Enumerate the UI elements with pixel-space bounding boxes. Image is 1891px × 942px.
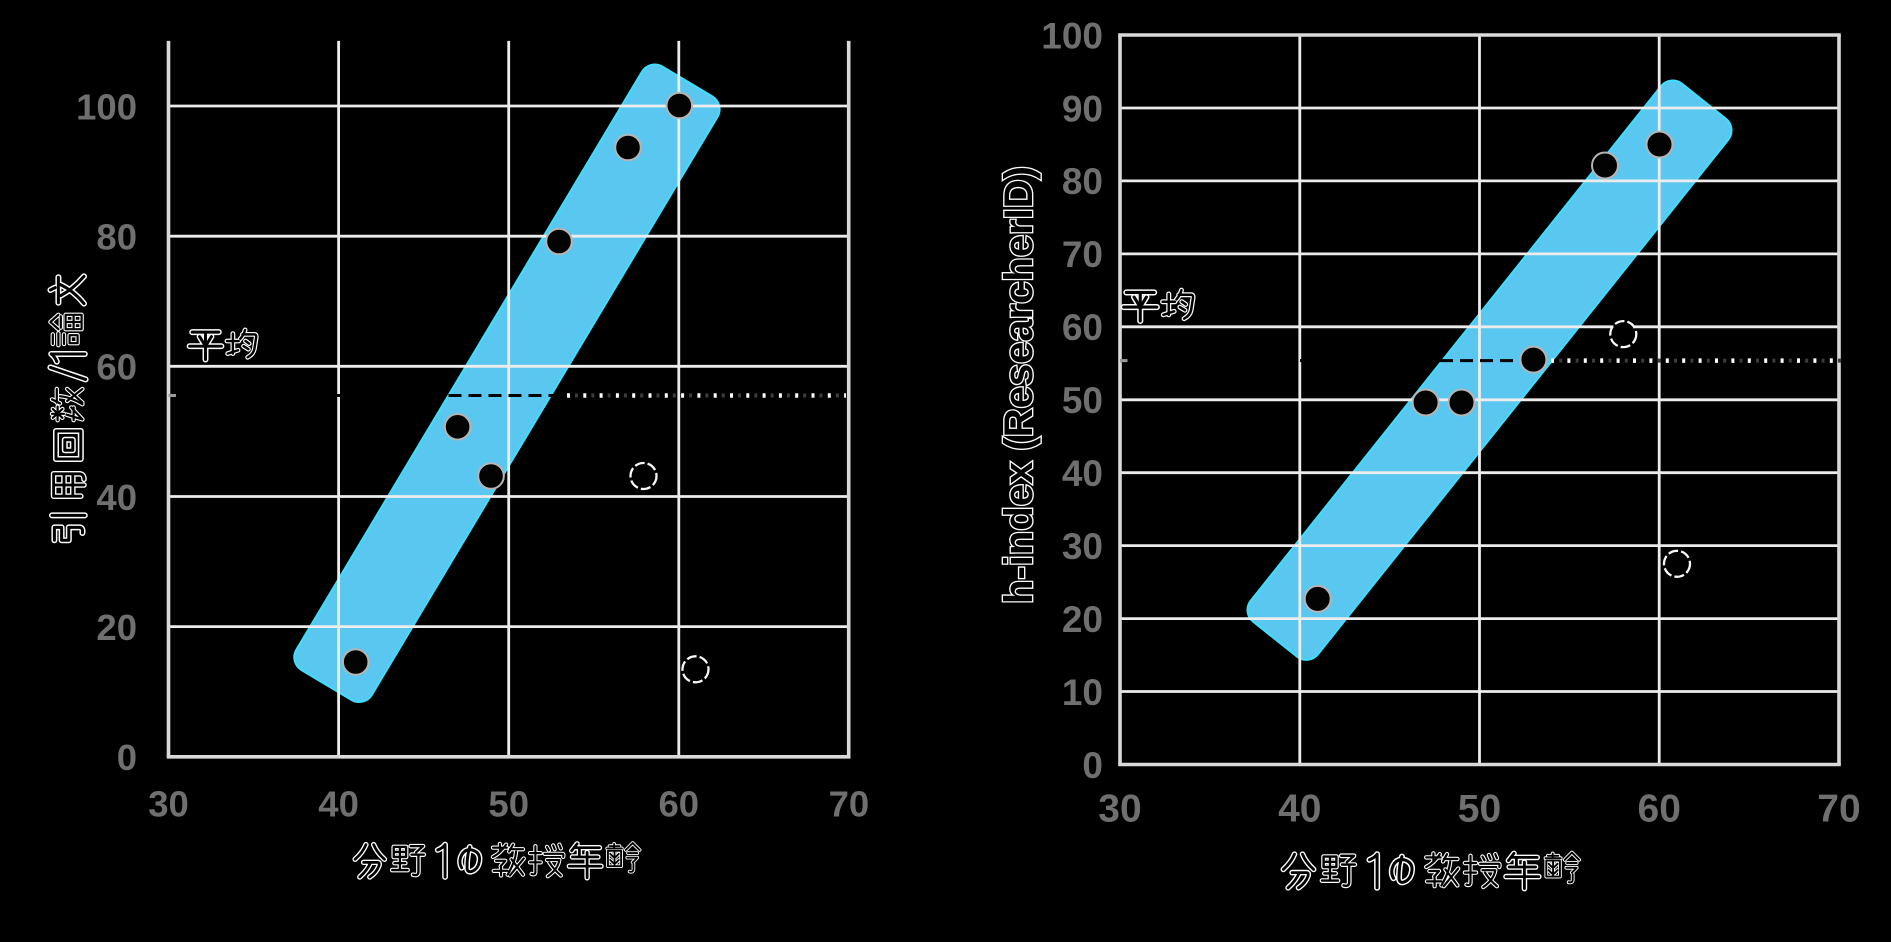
svg-text:40: 40 — [1062, 453, 1103, 494]
svg-text:30: 30 — [1098, 788, 1141, 831]
svg-text:60: 60 — [1638, 788, 1681, 831]
svg-text:40: 40 — [96, 477, 137, 518]
svg-text:0: 0 — [1082, 745, 1103, 786]
svg-text:0: 0 — [117, 737, 137, 778]
svg-text:20: 20 — [96, 607, 137, 648]
svg-text:100: 100 — [76, 86, 137, 127]
svg-text:h-index (ResearcherID): h-index (ResearcherID) — [997, 166, 1041, 604]
svg-text:60: 60 — [96, 347, 137, 388]
svg-text:60: 60 — [658, 784, 699, 825]
svg-text:80: 80 — [96, 217, 137, 258]
svg-text:50: 50 — [1458, 788, 1501, 831]
svg-text:90: 90 — [1062, 88, 1103, 129]
svg-text:40: 40 — [318, 784, 359, 825]
svg-text:100: 100 — [1041, 15, 1103, 56]
svg-text:60: 60 — [1062, 307, 1103, 348]
svg-text:70: 70 — [829, 784, 870, 825]
svg-text:70: 70 — [1817, 788, 1860, 831]
svg-text:50: 50 — [1062, 380, 1103, 421]
svg-text:20: 20 — [1062, 599, 1103, 640]
svg-text:40: 40 — [1278, 788, 1321, 831]
svg-text:80: 80 — [1062, 161, 1103, 202]
svg-text:10: 10 — [1062, 672, 1103, 713]
svg-text:30: 30 — [148, 784, 189, 825]
svg-text:50: 50 — [488, 784, 529, 825]
svg-text:30: 30 — [1062, 526, 1103, 567]
svg-text:70: 70 — [1062, 234, 1103, 275]
